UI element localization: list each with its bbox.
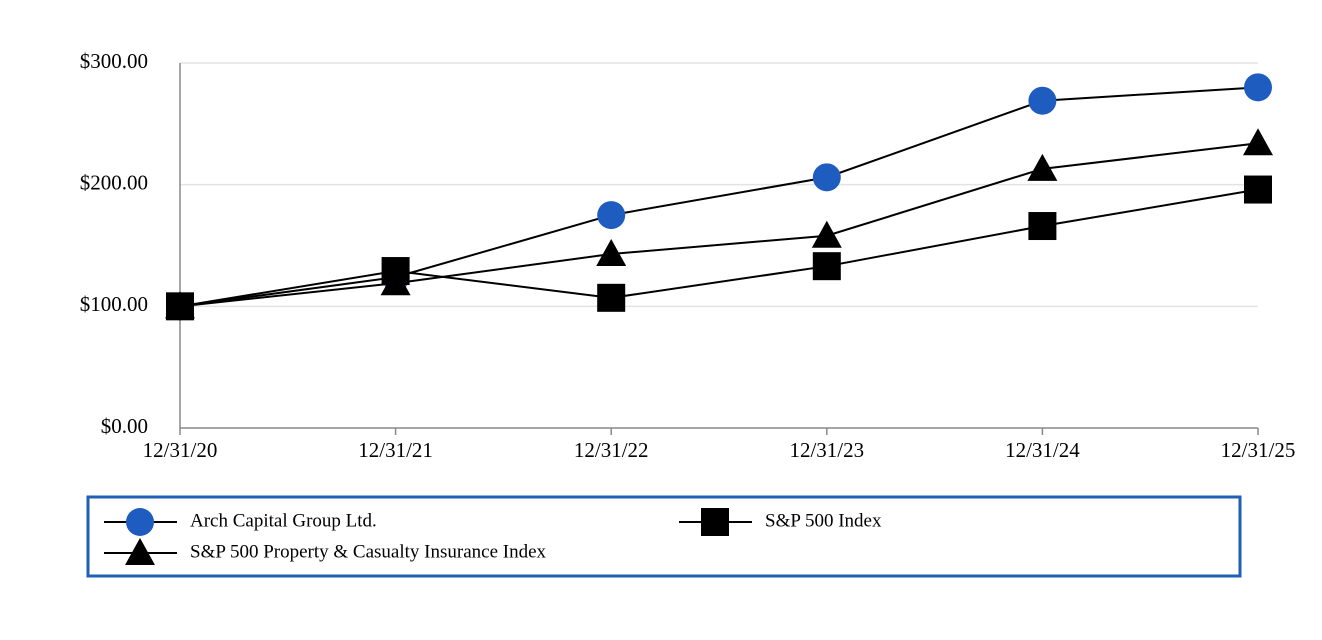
legend-marker bbox=[125, 538, 155, 565]
legend-label: Arch Capital Group Ltd. bbox=[190, 510, 377, 531]
y-tick-label: $0.00 bbox=[101, 414, 148, 438]
series-line bbox=[179, 142, 1259, 308]
data-point bbox=[812, 252, 841, 281]
data-point bbox=[812, 163, 841, 192]
x-tick-label: 12/31/20 bbox=[143, 438, 218, 462]
data-point bbox=[1243, 128, 1273, 156]
data-point bbox=[597, 201, 626, 230]
data-point bbox=[380, 268, 411, 296]
x-tick-label: 12/31/21 bbox=[358, 438, 433, 462]
legend-marker bbox=[126, 508, 154, 536]
data-point bbox=[1028, 86, 1057, 115]
x-tick-label: 12/31/25 bbox=[1221, 438, 1296, 462]
y-tick-label: $100.00 bbox=[80, 292, 148, 316]
x-tick-label: 12/31/24 bbox=[1005, 438, 1080, 462]
data-point bbox=[1244, 73, 1272, 102]
data-point bbox=[1028, 212, 1057, 241]
data-point bbox=[811, 220, 842, 248]
data-point bbox=[165, 291, 195, 319]
data-point bbox=[1244, 175, 1272, 204]
x-tick-label: 12/31/22 bbox=[574, 438, 649, 462]
data-point bbox=[596, 239, 627, 267]
series-line bbox=[179, 188, 1259, 308]
legend-label: S&P 500 Index bbox=[765, 510, 882, 531]
legend-box bbox=[86, 495, 1242, 578]
y-tick-label: $200.00 bbox=[80, 170, 148, 194]
data-point bbox=[597, 283, 626, 312]
series-line bbox=[179, 86, 1259, 308]
y-tick-label: $300.00 bbox=[80, 49, 148, 73]
legend-label: S&P 500 Property & Casualty Insurance In… bbox=[190, 541, 547, 562]
legend-marker bbox=[701, 508, 729, 536]
data-point bbox=[1027, 153, 1058, 181]
x-tick-label: 12/31/23 bbox=[789, 438, 864, 462]
